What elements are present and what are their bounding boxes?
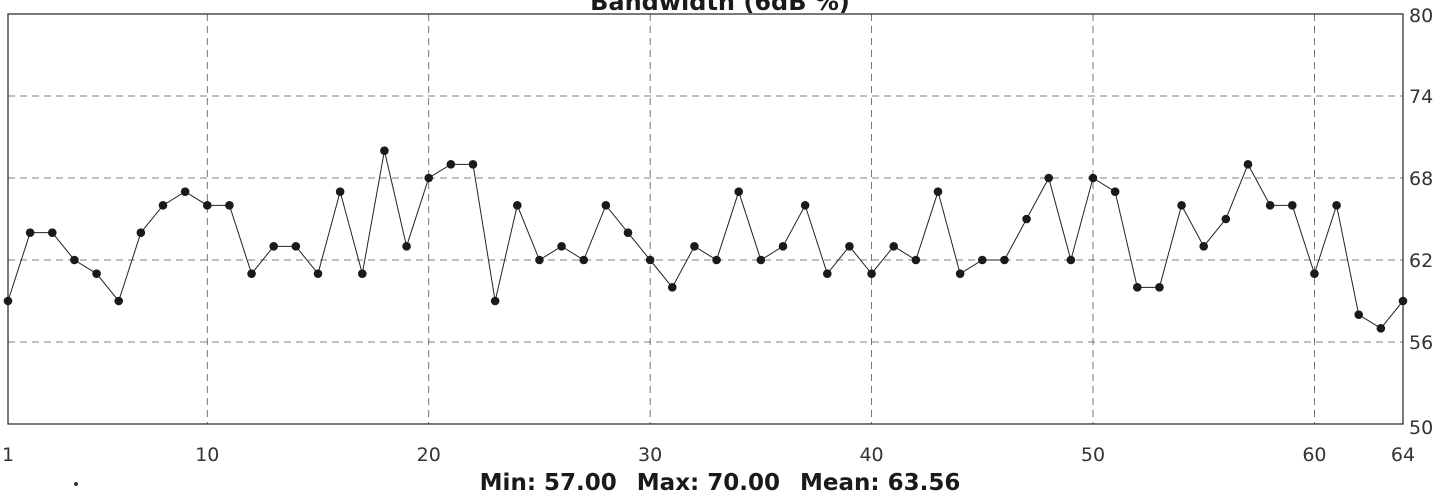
data-point: [25, 228, 35, 237]
y-tick-label: 74: [1409, 86, 1433, 108]
data-point: [1332, 201, 1341, 210]
data-point: [380, 146, 389, 155]
data-point: [3, 296, 13, 306]
data-point: [1398, 296, 1408, 306]
data-point: [357, 269, 367, 278]
data-point: [1132, 283, 1142, 292]
data-point: [601, 201, 611, 210]
y-tick-label: 80: [1409, 5, 1433, 27]
data-point: [734, 187, 744, 196]
x-tick-label: 40: [859, 444, 883, 466]
data-point: [1110, 187, 1120, 196]
data-point: [313, 269, 323, 278]
stat-max: Max: 70.00: [636, 470, 780, 496]
data-point: [1088, 173, 1098, 183]
data-point: [446, 160, 456, 169]
data-point: [756, 255, 766, 265]
data-point: [225, 201, 234, 210]
data-point: [535, 255, 544, 265]
data-point: [1155, 283, 1164, 292]
data-point: [845, 242, 854, 251]
data-point: [667, 283, 677, 292]
data-point: [1310, 269, 1319, 278]
data-point: [1287, 201, 1297, 210]
data-point: [1044, 173, 1054, 183]
stat-min: Min: 57.00: [479, 470, 617, 496]
data-point: [955, 269, 965, 278]
data-point: [70, 255, 79, 265]
data-point: [468, 160, 478, 169]
data-point: [623, 228, 633, 237]
data-point: [402, 242, 411, 251]
data-point: [158, 201, 168, 210]
data-point: [889, 242, 899, 251]
data-point: [933, 187, 943, 196]
data-point: [47, 228, 57, 237]
data-point: [114, 296, 124, 306]
data-point: [424, 173, 434, 183]
stat-mean: Mean: 63.56: [799, 470, 961, 496]
data-point: [867, 269, 876, 278]
data-points: [3, 146, 1408, 333]
data-point: [92, 269, 101, 278]
data-point: [579, 255, 589, 265]
x-axis-ticks: 1 10 20 30 40 50 60 64: [2, 444, 1415, 466]
data-point: [202, 201, 212, 210]
data-point: [1022, 214, 1031, 224]
y-tick-label: 62: [1409, 250, 1433, 272]
x-tick-label: 20: [417, 444, 441, 466]
y-tick-label: 50: [1409, 417, 1433, 439]
data-point: [1177, 201, 1186, 210]
data-point: [247, 269, 256, 278]
data-point: [490, 296, 500, 306]
data-point: [1221, 214, 1231, 224]
x-tick-label: 64: [1391, 444, 1415, 466]
plot-frame: [7, 13, 1404, 425]
data-point: [822, 269, 832, 278]
data-point: [1265, 201, 1275, 210]
data-point: [645, 255, 655, 265]
grid-lines: [8, 14, 1403, 424]
data-point: [712, 255, 721, 265]
data-point: [291, 242, 301, 251]
data-point: [800, 201, 810, 210]
data-point: [136, 228, 146, 237]
data-point: [1376, 324, 1386, 333]
data-point: [512, 201, 522, 210]
data-point: [911, 255, 921, 265]
data-point: [269, 242, 279, 251]
data-point: [1199, 242, 1209, 251]
data-point: [557, 242, 566, 251]
data-point: [1066, 255, 1076, 265]
x-tick-label: 10: [195, 444, 219, 466]
data-point: [1243, 160, 1253, 169]
y-tick-label: 56: [1409, 332, 1433, 354]
y-tick-label: 68: [1409, 168, 1433, 190]
data-point: [690, 242, 699, 251]
x-tick-label: 30: [638, 444, 662, 466]
x-tick-label: 50: [1081, 444, 1105, 466]
y-axis-ticks: 50 56 62 68 74 80: [1409, 5, 1433, 439]
data-point: [1354, 310, 1364, 319]
data-point: [335, 187, 345, 196]
summary-stats: Min: 57.00 Max: 70.00 Mean: 63.56: [0, 470, 1440, 496]
x-tick-label: 60: [1302, 444, 1326, 466]
chart-title: Bandwidth (6dB %): [590, 0, 850, 16]
series-line: [7, 150, 1404, 329]
data-point: [977, 255, 987, 265]
data-point: [778, 242, 788, 251]
data-point: [180, 187, 190, 196]
data-point: [1000, 255, 1009, 265]
x-tick-label: 1: [2, 444, 14, 466]
